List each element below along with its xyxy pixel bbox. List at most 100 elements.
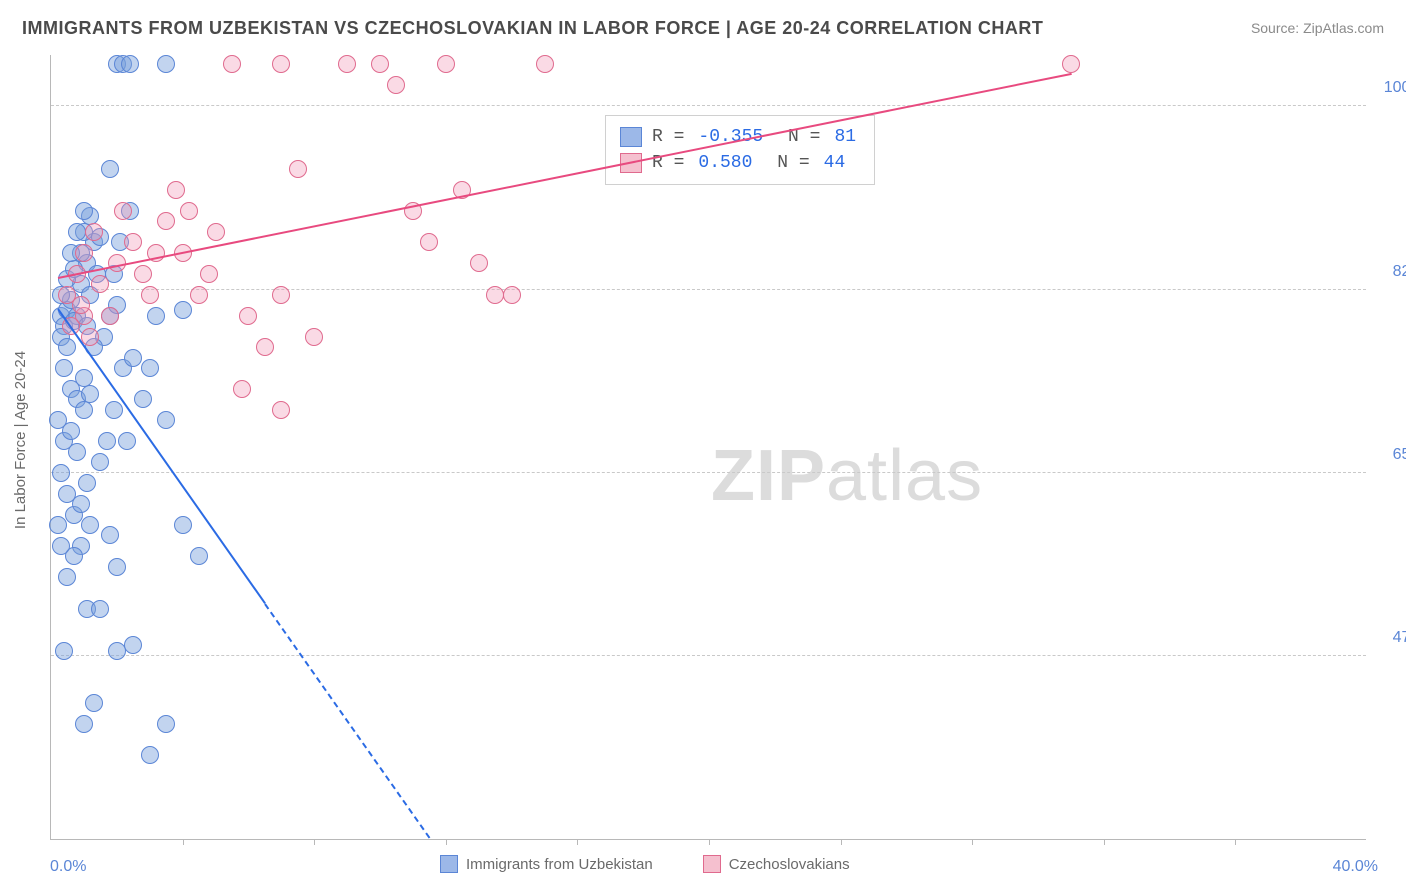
- x-axis-max-label: 40.0%: [1333, 858, 1378, 876]
- legend-bottom-swatch-1: [703, 855, 721, 873]
- legend-item-1: Czechoslovakians: [703, 855, 850, 873]
- data-point: [420, 233, 438, 251]
- chart-container: IMMIGRANTS FROM UZBEKISTAN VS CZECHOSLOV…: [0, 0, 1406, 892]
- x-tick: [972, 839, 973, 845]
- data-point: [141, 286, 159, 304]
- data-point: [207, 223, 225, 241]
- data-point: [81, 328, 99, 346]
- data-point: [101, 160, 119, 178]
- data-point: [85, 694, 103, 712]
- data-point: [272, 55, 290, 73]
- x-tick: [841, 839, 842, 845]
- x-tick: [314, 839, 315, 845]
- data-point: [81, 516, 99, 534]
- data-point: [91, 275, 109, 293]
- legend-row-series-1: R = 0.580 N = 44: [620, 150, 860, 176]
- data-point: [141, 359, 159, 377]
- data-point: [223, 55, 241, 73]
- trend-line: [264, 604, 430, 839]
- data-point: [78, 474, 96, 492]
- data-point: [134, 265, 152, 283]
- data-point: [81, 385, 99, 403]
- data-point: [105, 401, 123, 419]
- data-point: [190, 547, 208, 565]
- data-point: [387, 76, 405, 94]
- data-point: [52, 537, 70, 555]
- data-point: [91, 600, 109, 618]
- data-point: [108, 642, 126, 660]
- data-point: [68, 443, 86, 461]
- data-point: [114, 202, 132, 220]
- n-value-1: 44: [824, 150, 846, 176]
- correlation-legend: R = -0.355 N = 81 R = 0.580 N = 44: [605, 115, 875, 185]
- data-point: [55, 642, 73, 660]
- data-point: [91, 453, 109, 471]
- source-label: Source: ZipAtlas.com: [1251, 20, 1384, 36]
- data-point: [305, 328, 323, 346]
- data-point: [272, 286, 290, 304]
- data-point: [157, 212, 175, 230]
- legend-item-0: Immigrants from Uzbekistan: [440, 855, 653, 873]
- data-point: [470, 254, 488, 272]
- trend-line: [57, 73, 1071, 279]
- data-point: [190, 286, 208, 304]
- data-point: [486, 286, 504, 304]
- x-tick: [183, 839, 184, 845]
- data-point: [437, 55, 455, 73]
- data-point: [272, 401, 290, 419]
- data-point: [157, 411, 175, 429]
- x-tick: [446, 839, 447, 845]
- data-point: [68, 223, 86, 241]
- data-point: [98, 432, 116, 450]
- data-point: [75, 715, 93, 733]
- legend-bottom-swatch-0: [440, 855, 458, 873]
- data-point: [75, 401, 93, 419]
- y-tick-label: 82.5%: [1374, 263, 1406, 281]
- data-point: [58, 338, 76, 356]
- data-point: [124, 349, 142, 367]
- legend-swatch-0: [620, 127, 642, 147]
- data-point: [134, 390, 152, 408]
- plot-area: ZIPatlas R = -0.355 N = 81 R = 0.580 N =…: [50, 55, 1366, 840]
- data-point: [124, 233, 142, 251]
- data-point: [233, 380, 251, 398]
- x-tick: [709, 839, 710, 845]
- data-point: [75, 244, 93, 262]
- data-point: [180, 202, 198, 220]
- x-tick: [1235, 839, 1236, 845]
- data-point: [536, 55, 554, 73]
- data-point: [503, 286, 521, 304]
- legend-row-series-0: R = -0.355 N = 81: [620, 124, 860, 150]
- chart-title: IMMIGRANTS FROM UZBEKISTAN VS CZECHOSLOV…: [22, 18, 1043, 39]
- data-point: [49, 516, 67, 534]
- legend-bottom-label-1: Czechoslovakians: [729, 856, 850, 873]
- data-point: [75, 202, 93, 220]
- y-axis-title: In Labor Force | Age 20-24: [12, 351, 29, 529]
- gridline: [51, 105, 1366, 106]
- data-point: [174, 301, 192, 319]
- data-point: [157, 55, 175, 73]
- data-point: [52, 464, 70, 482]
- data-point: [118, 432, 136, 450]
- data-point: [72, 296, 90, 314]
- gridline: [51, 472, 1366, 473]
- data-point: [62, 422, 80, 440]
- y-tick-label: 47.5%: [1374, 629, 1406, 647]
- data-point: [167, 181, 185, 199]
- data-point: [108, 558, 126, 576]
- data-point: [58, 568, 76, 586]
- data-point: [101, 307, 119, 325]
- data-point: [1062, 55, 1080, 73]
- data-point: [147, 307, 165, 325]
- series-legend: Immigrants from Uzbekistan Czechoslovaki…: [440, 855, 850, 873]
- data-point: [289, 160, 307, 178]
- gridline: [51, 655, 1366, 656]
- gridline: [51, 289, 1366, 290]
- data-point: [85, 223, 103, 241]
- data-point: [371, 55, 389, 73]
- data-point: [174, 516, 192, 534]
- data-point: [124, 636, 142, 654]
- data-point: [72, 495, 90, 513]
- data-point: [256, 338, 274, 356]
- data-point: [157, 715, 175, 733]
